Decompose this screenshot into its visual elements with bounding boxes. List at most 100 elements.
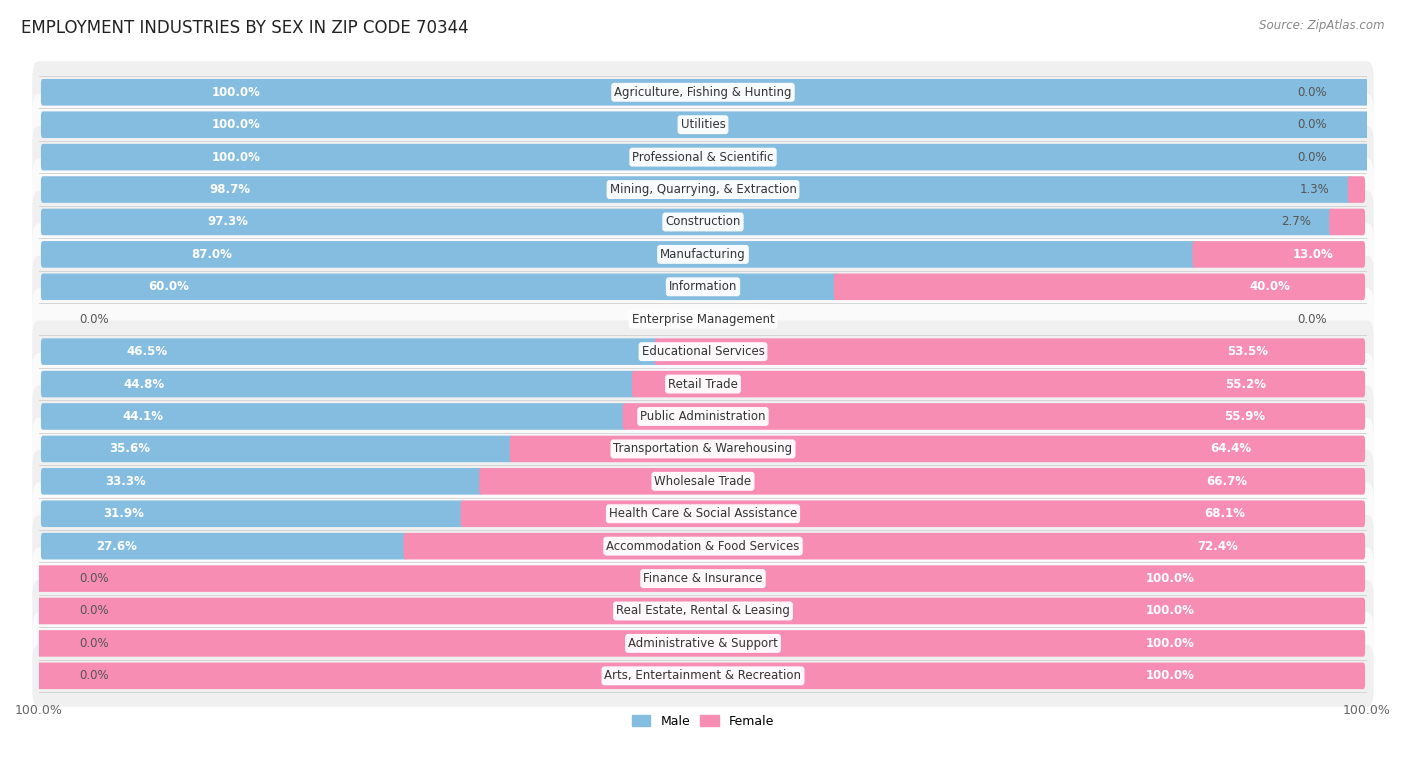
FancyBboxPatch shape <box>32 126 1374 188</box>
Text: Administrative & Support: Administrative & Support <box>628 637 778 650</box>
Text: 0.0%: 0.0% <box>79 669 108 682</box>
Text: 100.0%: 100.0% <box>1146 637 1195 650</box>
Text: Public Administration: Public Administration <box>640 410 766 423</box>
Text: 53.5%: 53.5% <box>1227 345 1268 358</box>
Text: 60.0%: 60.0% <box>148 280 188 293</box>
Text: 0.0%: 0.0% <box>1298 312 1327 326</box>
Text: 0.0%: 0.0% <box>79 572 108 585</box>
FancyBboxPatch shape <box>1348 176 1365 203</box>
Text: Manufacturing: Manufacturing <box>661 248 745 261</box>
FancyBboxPatch shape <box>37 663 1365 689</box>
Text: Agriculture, Fishing & Hunting: Agriculture, Fishing & Hunting <box>614 85 792 99</box>
FancyBboxPatch shape <box>32 548 1374 610</box>
Text: 0.0%: 0.0% <box>1298 118 1327 131</box>
Text: 100.0%: 100.0% <box>1146 605 1195 618</box>
FancyBboxPatch shape <box>41 338 658 365</box>
FancyBboxPatch shape <box>32 418 1374 480</box>
FancyBboxPatch shape <box>32 483 1374 545</box>
Text: 33.3%: 33.3% <box>105 475 146 488</box>
Text: Information: Information <box>669 280 737 293</box>
Text: Educational Services: Educational Services <box>641 345 765 358</box>
FancyBboxPatch shape <box>32 385 1374 448</box>
FancyBboxPatch shape <box>41 144 1369 170</box>
FancyBboxPatch shape <box>41 468 484 495</box>
FancyBboxPatch shape <box>32 515 1374 577</box>
Text: Real Estate, Rental & Leasing: Real Estate, Rental & Leasing <box>616 605 790 618</box>
Text: 72.4%: 72.4% <box>1198 540 1239 552</box>
Text: 13.0%: 13.0% <box>1292 248 1333 261</box>
Text: Enterprise Management: Enterprise Management <box>631 312 775 326</box>
Text: 0.0%: 0.0% <box>1298 151 1327 164</box>
FancyBboxPatch shape <box>404 533 1365 559</box>
FancyBboxPatch shape <box>41 241 1197 268</box>
Text: Mining, Quarrying, & Extraction: Mining, Quarrying, & Extraction <box>610 183 796 196</box>
Text: 40.0%: 40.0% <box>1249 280 1291 293</box>
Text: 100.0%: 100.0% <box>1146 572 1195 585</box>
Text: Finance & Insurance: Finance & Insurance <box>644 572 762 585</box>
FancyBboxPatch shape <box>32 93 1374 156</box>
Text: 100.0%: 100.0% <box>211 151 260 164</box>
Text: 68.1%: 68.1% <box>1205 507 1246 521</box>
FancyBboxPatch shape <box>41 111 1369 138</box>
Text: 27.6%: 27.6% <box>96 540 136 552</box>
Text: Wholesale Trade: Wholesale Trade <box>654 475 752 488</box>
FancyBboxPatch shape <box>41 403 627 430</box>
FancyBboxPatch shape <box>41 436 513 462</box>
Text: 0.0%: 0.0% <box>79 312 108 326</box>
FancyBboxPatch shape <box>32 61 1374 124</box>
Text: 0.0%: 0.0% <box>79 637 108 650</box>
FancyBboxPatch shape <box>32 191 1374 253</box>
FancyBboxPatch shape <box>37 598 1365 624</box>
Text: Arts, Entertainment & Recreation: Arts, Entertainment & Recreation <box>605 669 801 682</box>
Text: Retail Trade: Retail Trade <box>668 378 738 391</box>
Text: 66.7%: 66.7% <box>1206 475 1247 488</box>
FancyBboxPatch shape <box>623 403 1365 430</box>
FancyBboxPatch shape <box>461 500 1365 527</box>
FancyBboxPatch shape <box>37 630 1365 657</box>
FancyBboxPatch shape <box>41 176 1351 203</box>
FancyBboxPatch shape <box>1192 241 1365 268</box>
Legend: Male, Female: Male, Female <box>627 709 779 733</box>
FancyBboxPatch shape <box>41 371 636 397</box>
Text: 2.7%: 2.7% <box>1281 215 1312 228</box>
FancyBboxPatch shape <box>32 645 1374 707</box>
FancyBboxPatch shape <box>32 580 1374 642</box>
Text: 97.3%: 97.3% <box>207 215 249 228</box>
FancyBboxPatch shape <box>41 209 1333 235</box>
FancyBboxPatch shape <box>631 371 1365 397</box>
FancyBboxPatch shape <box>32 612 1374 674</box>
FancyBboxPatch shape <box>655 338 1365 365</box>
FancyBboxPatch shape <box>1329 209 1365 235</box>
Text: 64.4%: 64.4% <box>1211 442 1251 455</box>
Text: Health Care & Social Assistance: Health Care & Social Assistance <box>609 507 797 521</box>
Text: Utilities: Utilities <box>681 118 725 131</box>
Text: 87.0%: 87.0% <box>191 248 232 261</box>
Text: 100.0%: 100.0% <box>211 118 260 131</box>
FancyBboxPatch shape <box>510 436 1365 462</box>
FancyBboxPatch shape <box>32 353 1374 415</box>
Text: Transportation & Warehousing: Transportation & Warehousing <box>613 442 793 455</box>
FancyBboxPatch shape <box>32 223 1374 285</box>
FancyBboxPatch shape <box>41 79 1369 106</box>
Text: 100.0%: 100.0% <box>211 85 260 99</box>
Text: 46.5%: 46.5% <box>127 345 167 358</box>
Text: Construction: Construction <box>665 215 741 228</box>
Text: 55.2%: 55.2% <box>1225 378 1265 391</box>
Text: 35.6%: 35.6% <box>108 442 150 455</box>
Text: 55.9%: 55.9% <box>1223 410 1264 423</box>
FancyBboxPatch shape <box>479 468 1365 495</box>
FancyBboxPatch shape <box>37 566 1365 592</box>
FancyBboxPatch shape <box>32 321 1374 383</box>
FancyBboxPatch shape <box>41 533 408 559</box>
Text: 0.0%: 0.0% <box>79 605 108 618</box>
Text: Professional & Scientific: Professional & Scientific <box>633 151 773 164</box>
Text: Accommodation & Food Services: Accommodation & Food Services <box>606 540 800 552</box>
FancyBboxPatch shape <box>32 256 1374 318</box>
Text: 31.9%: 31.9% <box>103 507 143 521</box>
FancyBboxPatch shape <box>834 274 1365 300</box>
Text: 44.1%: 44.1% <box>122 410 163 423</box>
Text: 100.0%: 100.0% <box>1146 669 1195 682</box>
FancyBboxPatch shape <box>32 288 1374 350</box>
Text: 44.8%: 44.8% <box>124 378 165 391</box>
Text: 98.7%: 98.7% <box>209 183 250 196</box>
